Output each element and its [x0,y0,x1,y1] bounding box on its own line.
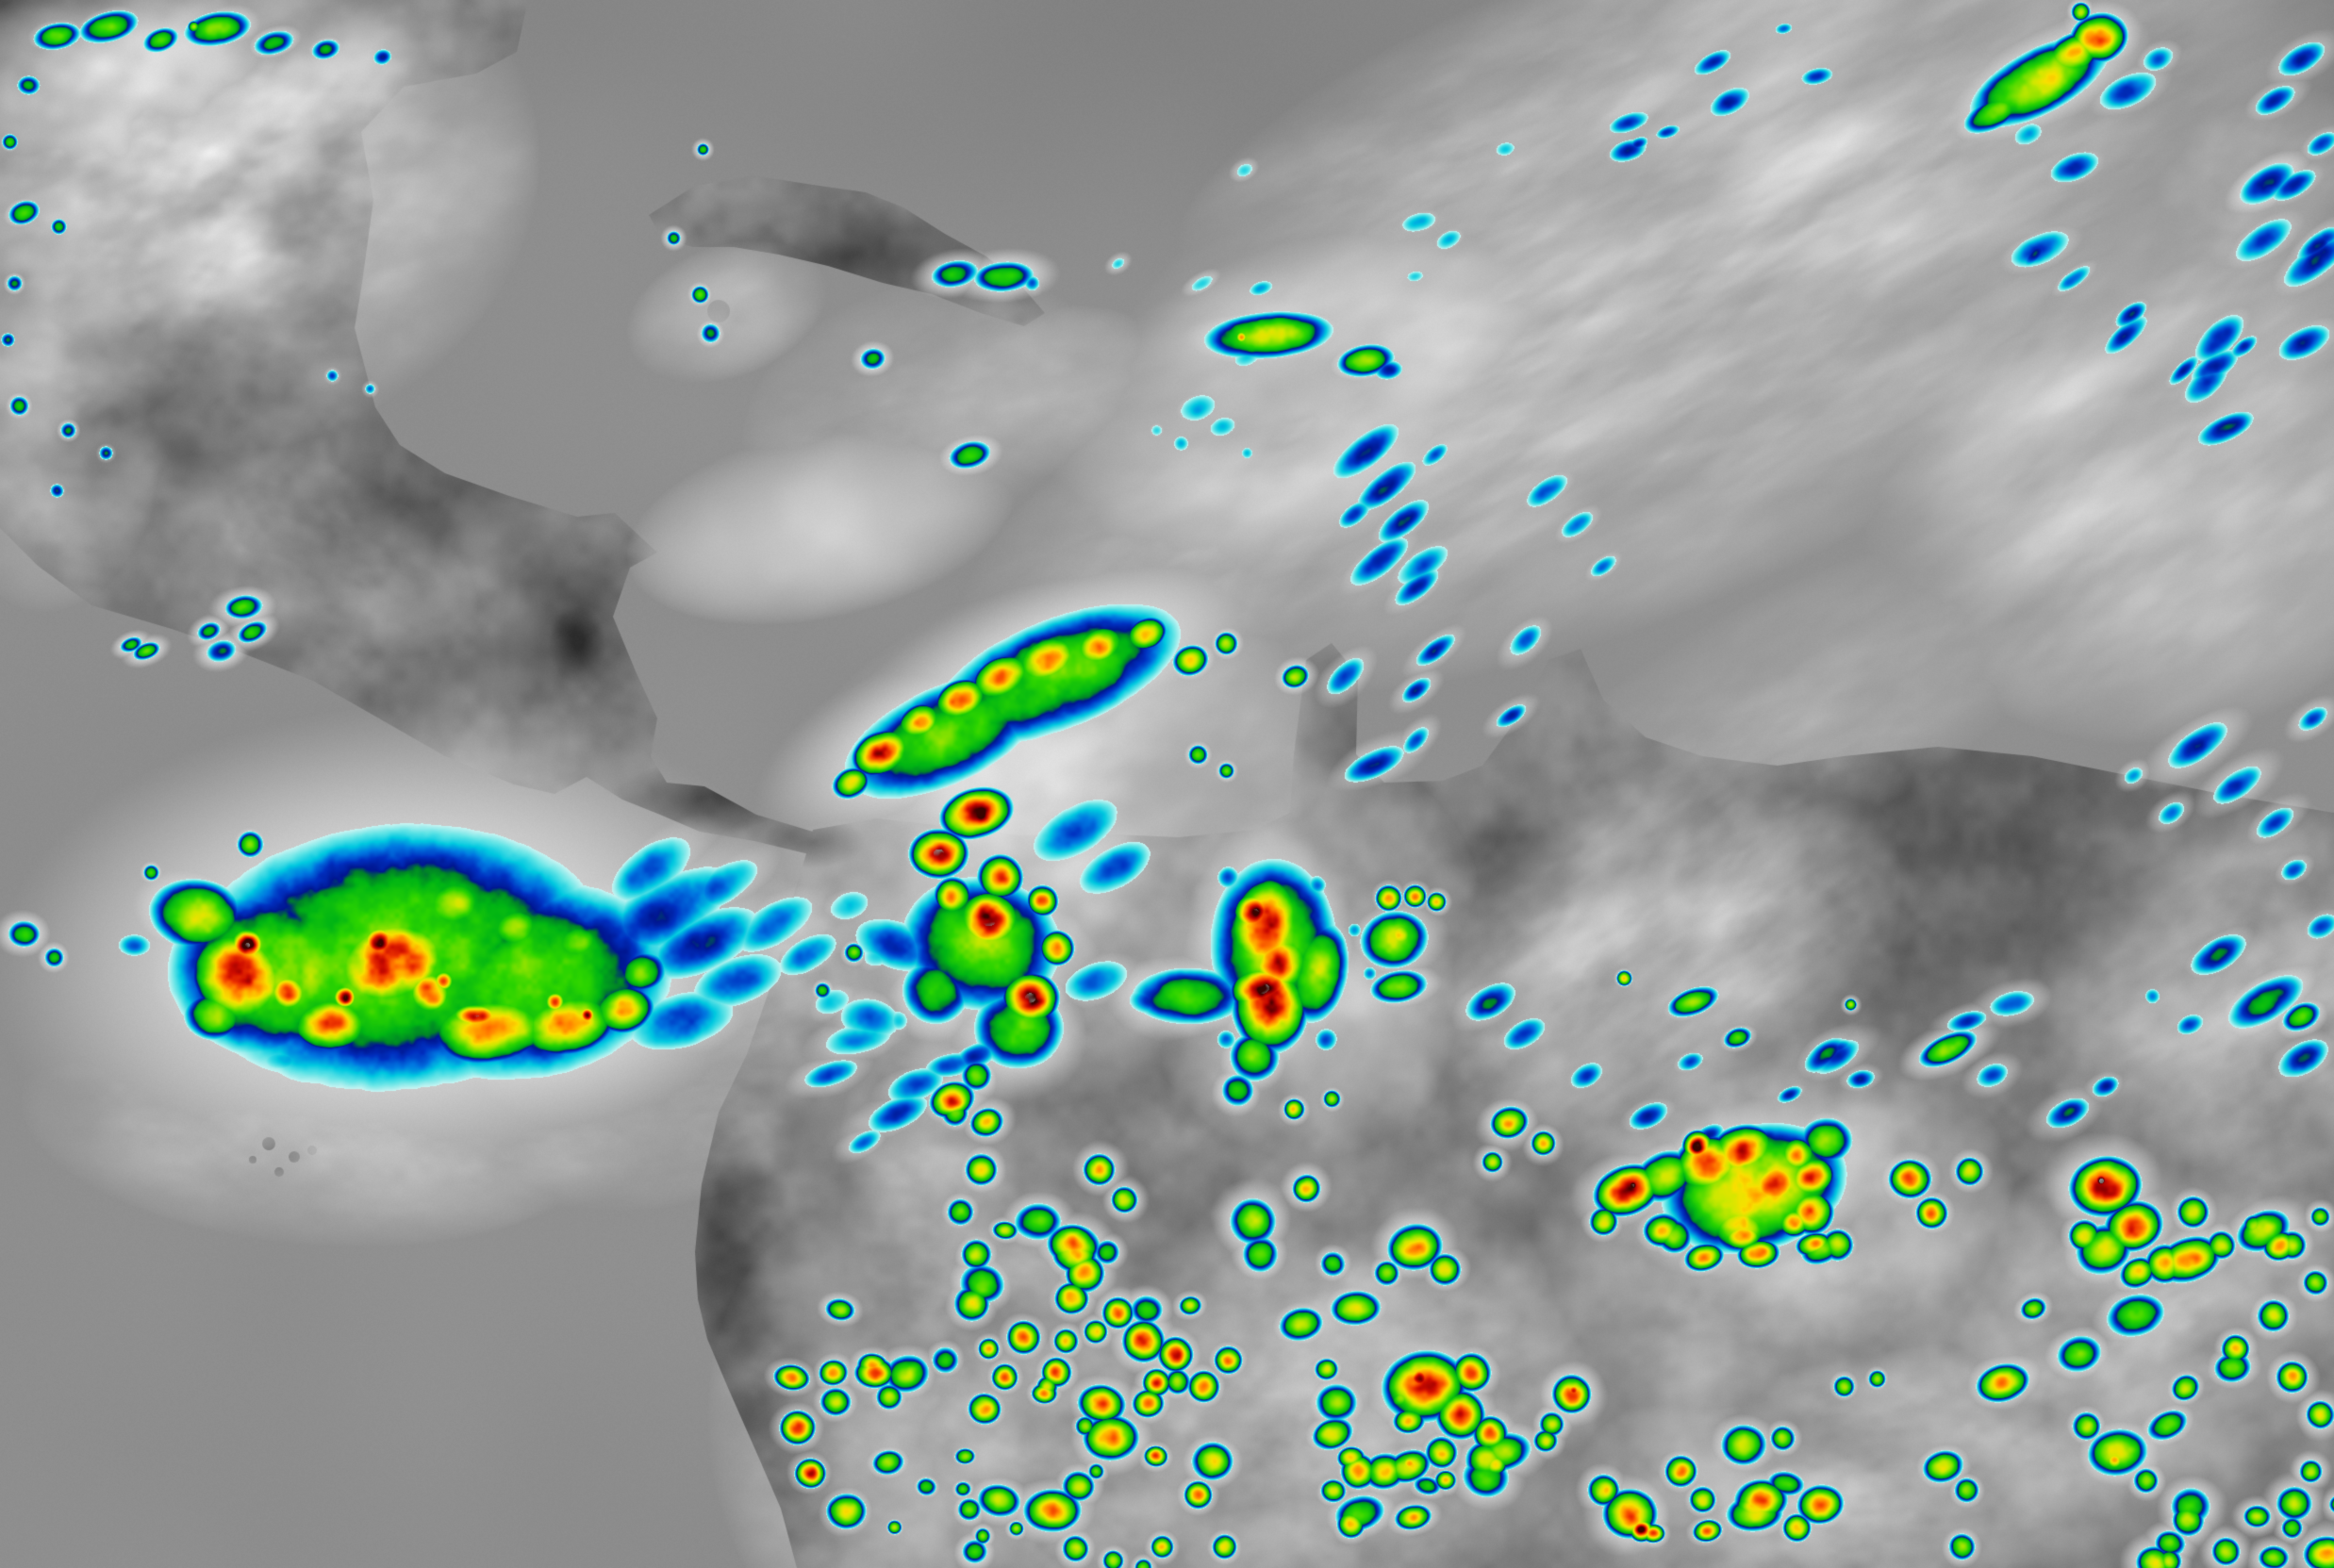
satellite-view: Enhanced infrared weather satellite imag… [0,0,2334,1568]
satellite-ir-image [0,0,2334,1568]
